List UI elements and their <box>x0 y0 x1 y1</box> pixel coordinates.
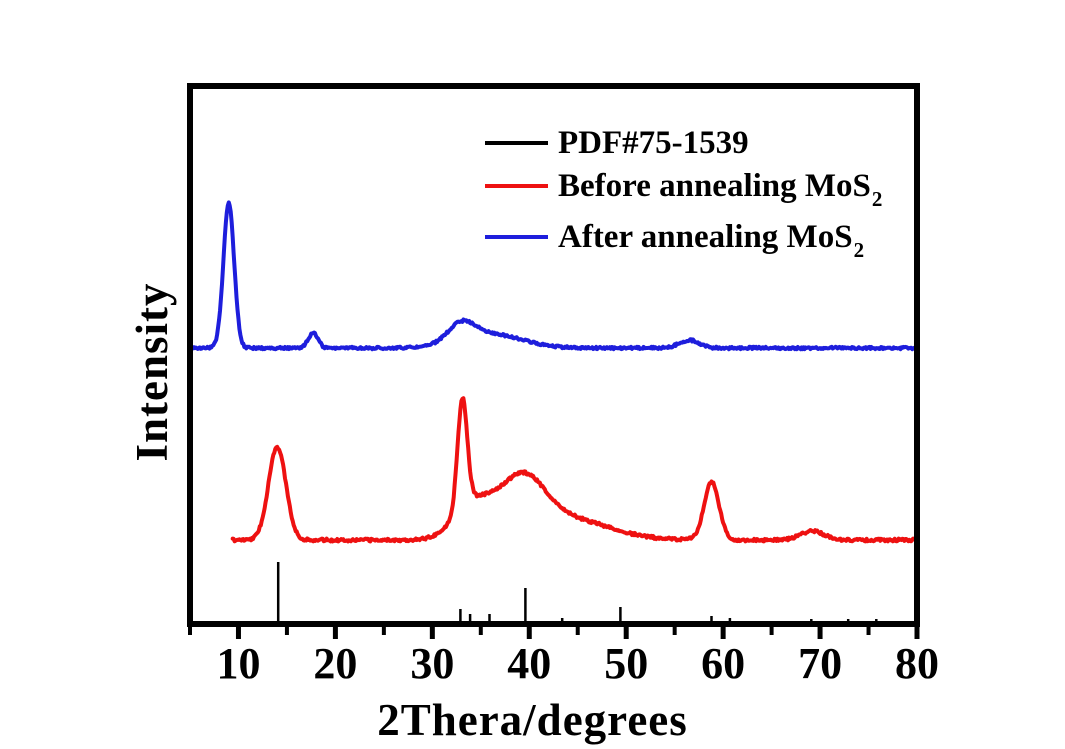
legend-label-before-annealing: Before annealing MoS <box>558 167 871 204</box>
legend-item-before-annealing: Before annealing MoS2 <box>485 164 883 211</box>
legend-line-after-annealing <box>485 235 548 239</box>
legend-line-pdf <box>485 141 548 145</box>
curve-after-annealing-mos2 <box>188 200 919 352</box>
legend-label-pdf: PDF#75-1539 <box>558 124 749 161</box>
x-axis-title: 2Thera/degrees <box>377 695 688 745</box>
plot-frame <box>187 83 920 627</box>
legend-label-after-annealing: After annealing MoS <box>558 218 853 255</box>
legend-sub-before-annealing: 2 <box>871 186 883 211</box>
x-tick-label: 20 <box>313 639 358 688</box>
x-tick-label: 40 <box>507 639 552 688</box>
legend-line-before-annealing <box>485 184 548 188</box>
x-tick-label: 10 <box>216 639 261 688</box>
legend-item-after-annealing: After annealing MoS2 <box>485 215 865 262</box>
legend-sub-after-annealing: 2 <box>853 237 865 262</box>
x-tick-label: 60 <box>701 639 746 688</box>
x-tick-label: 50 <box>604 639 649 688</box>
y-axis-title: Intensity <box>127 282 177 462</box>
curve-before-annealing-mos2 <box>230 396 919 544</box>
legend-item-pdf: PDF#75-1539 <box>485 121 749 165</box>
x-tick-label: 30 <box>410 639 455 688</box>
x-tick-label: 80 <box>895 639 939 688</box>
x-tick-label: 70 <box>798 639 843 688</box>
